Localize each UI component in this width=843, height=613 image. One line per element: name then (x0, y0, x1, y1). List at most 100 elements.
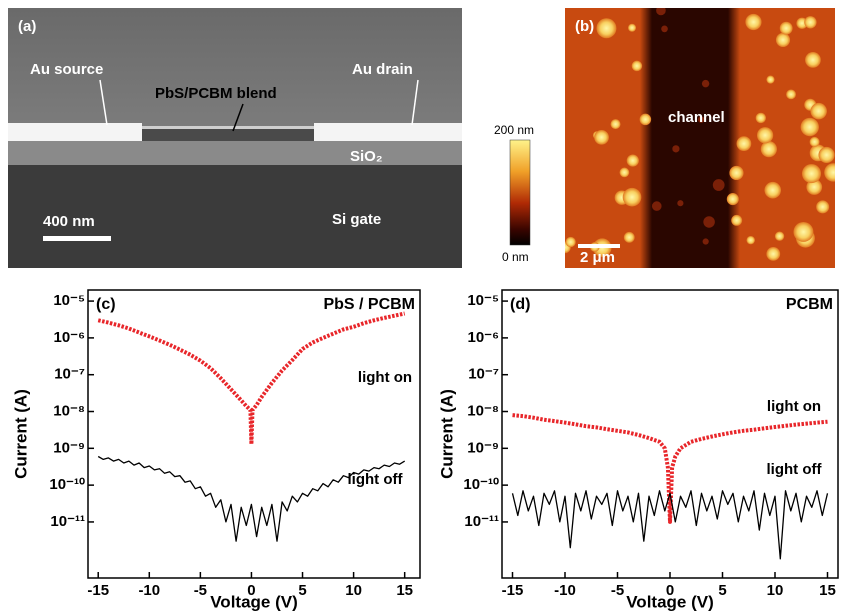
colorbar-label: 200 nm (494, 123, 534, 137)
y-tick-label: 10⁻¹¹ (464, 513, 499, 530)
plot-frame (501, 289, 839, 579)
series-label: light off (767, 461, 823, 478)
series-label: light off (348, 471, 404, 488)
grain (610, 119, 621, 130)
grain (639, 113, 652, 126)
y-tick-label: 10⁻¹⁰ (463, 476, 499, 493)
x-tick-label: 10 (345, 582, 362, 599)
grain (619, 167, 630, 178)
y-tick-label: 10⁻⁹ (467, 439, 499, 456)
grain (736, 136, 752, 152)
y-tick-label: 10⁻⁶ (467, 329, 499, 346)
grain (766, 247, 781, 261)
y-axis-label: Current (A) (11, 389, 30, 479)
grain (746, 235, 755, 245)
y-tick-label: 10⁻¹⁰ (49, 476, 85, 493)
annotation: Au source (30, 61, 103, 78)
panel-label: (a) (18, 18, 36, 35)
grain (745, 13, 762, 31)
grain (766, 75, 775, 84)
grain (712, 179, 725, 191)
grain (775, 32, 791, 48)
grain (806, 179, 823, 195)
y-tick-label: 10⁻⁸ (53, 402, 85, 419)
grain (701, 79, 710, 88)
x-axis-label: Voltage (V) (626, 592, 714, 611)
grain (760, 141, 777, 158)
grain (623, 231, 635, 243)
annotation: Au drain (352, 61, 413, 78)
grain (801, 164, 822, 184)
grain (755, 112, 766, 124)
x-tick-label: 10 (767, 582, 784, 599)
sem-image (8, 8, 462, 268)
grain (805, 52, 821, 68)
x-tick-label: -10 (554, 582, 576, 599)
grain (697, 116, 705, 123)
grain (594, 129, 609, 145)
y-tick-label: 10⁻⁷ (468, 366, 499, 383)
y-axis-label: Current (A) (437, 389, 456, 479)
x-tick-label: 15 (819, 582, 836, 599)
grain (818, 146, 835, 164)
grain (809, 136, 820, 147)
scale-bar-label: 400 nm (43, 213, 95, 230)
x-tick-label: -15 (87, 582, 109, 599)
annotation: SiO₂ (350, 148, 383, 165)
series-line (511, 490, 829, 560)
grain (800, 117, 819, 137)
grain (628, 23, 637, 32)
grain (596, 18, 617, 39)
plot-frame (87, 289, 421, 579)
grain (631, 60, 643, 72)
series-line (512, 413, 828, 524)
annotation: Si gate (332, 211, 381, 228)
grain (764, 181, 782, 199)
grain (651, 201, 662, 211)
chart-title: PCBM (786, 296, 833, 313)
series-label: light on (767, 398, 821, 415)
grain (756, 127, 774, 144)
x-tick-label: -5 (194, 582, 207, 599)
grain (816, 200, 830, 214)
panel-label: (c) (96, 296, 116, 313)
grain (661, 25, 668, 33)
x-tick-label: -10 (138, 582, 160, 599)
grain (804, 16, 817, 29)
scale-bar-label: 2 μm (580, 249, 615, 266)
series-line (97, 311, 406, 447)
x-tick-label: -15 (502, 582, 524, 599)
y-tick-label: 10⁻¹¹ (50, 513, 85, 530)
panel-label: (d) (510, 296, 530, 313)
y-tick-label: 10⁻⁵ (467, 292, 499, 309)
grain (786, 89, 796, 100)
y-tick-label: 10⁻⁵ (53, 292, 85, 309)
grain (672, 145, 680, 153)
grain (824, 163, 835, 182)
afm-image (565, 8, 835, 268)
grain (703, 216, 715, 228)
grain (622, 187, 642, 207)
panel-label: (b) (575, 18, 594, 35)
y-tick-label: 10⁻⁷ (54, 366, 85, 383)
colorbar (509, 139, 531, 246)
chart-title: PbS / PCBM (323, 296, 415, 313)
x-tick-label: 5 (718, 582, 726, 599)
grain (656, 8, 666, 16)
colorbar-label: 0 nm (502, 250, 529, 264)
x-tick-label: 5 (298, 582, 306, 599)
grain (726, 193, 739, 206)
x-tick-label: 15 (396, 582, 413, 599)
grain (793, 221, 814, 242)
x-tick-label: 0 (247, 582, 255, 599)
y-tick-label: 10⁻⁹ (53, 439, 85, 456)
x-axis-label: Voltage (V) (210, 592, 298, 611)
x-tick-label: 0 (666, 582, 674, 599)
grain (774, 231, 785, 241)
grain (626, 154, 639, 167)
grain (565, 236, 576, 248)
annotation: channel (668, 109, 725, 126)
y-tick-label: 10⁻⁶ (53, 329, 85, 346)
grain (677, 200, 684, 207)
